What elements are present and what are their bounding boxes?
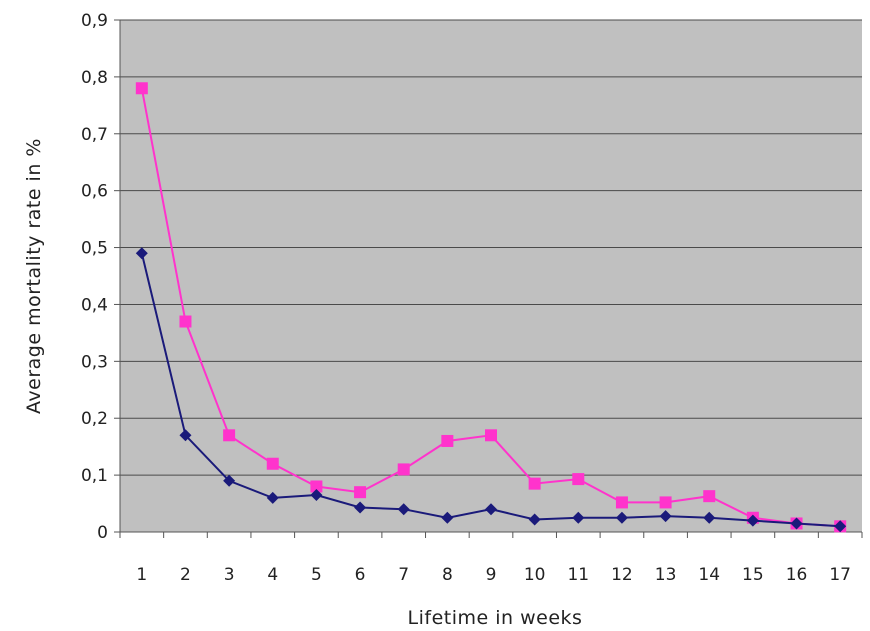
- data-point: [528, 477, 541, 490]
- data-point: [485, 503, 497, 516]
- x-tick-label: 14: [698, 565, 720, 585]
- axes: [119, 20, 862, 533]
- series-2: [135, 247, 847, 533]
- data-point: [572, 473, 585, 486]
- data-point: [179, 429, 192, 442]
- data-point: [790, 517, 803, 530]
- data-point: [659, 510, 672, 523]
- data-point: [135, 82, 148, 95]
- data-point: [310, 480, 323, 493]
- plot-area: [120, 20, 862, 532]
- data-point: [266, 457, 279, 470]
- x-tick-label: 11: [567, 565, 589, 585]
- data-point: [572, 511, 585, 524]
- x-tick-labels: 1 2 3 4 5 6 7 8 9 10 11 12 13 14 15 16 17: [119, 532, 863, 585]
- x-tick-label: 6: [355, 565, 366, 585]
- x-tick-label: 3: [224, 565, 235, 585]
- y-tick-label: 0,4: [81, 295, 108, 315]
- data-point: [441, 434, 454, 447]
- x-tick-label: 17: [829, 565, 851, 585]
- data-point: [397, 503, 410, 516]
- y-tick-label: 0,5: [81, 239, 108, 259]
- data-point: [441, 511, 454, 524]
- data-series: [135, 82, 847, 533]
- y-tick-label: 0,3: [81, 352, 108, 372]
- data-point: [485, 429, 497, 442]
- x-tick-label: 8: [442, 565, 453, 585]
- y-tick-label: 0,6: [81, 182, 108, 202]
- data-point: [615, 496, 628, 509]
- y-tick-label: 0,8: [81, 68, 108, 88]
- x-tick-label: 7: [398, 565, 409, 585]
- data-point: [354, 501, 367, 514]
- y-tick-label: 0,9: [81, 11, 108, 31]
- data-point: [703, 511, 716, 524]
- data-point: [135, 247, 148, 260]
- data-point: [528, 513, 541, 526]
- data-point: [703, 490, 716, 503]
- data-point: [834, 520, 847, 533]
- data-point: [659, 496, 672, 509]
- x-tick-label: 9: [486, 565, 497, 585]
- data-point: [223, 429, 236, 442]
- x-tick-label: 16: [786, 565, 808, 585]
- x-tick-label: 1: [136, 565, 147, 585]
- y-tick-labels: 0 0,1 0,2 0,3 0,4 0,5 0,6 0,7 0,8 0,9: [81, 11, 120, 543]
- data-point: [310, 489, 323, 502]
- x-tick-label: 12: [611, 565, 633, 585]
- y-tick-label: 0: [97, 523, 108, 543]
- gridlines: [120, 19, 862, 476]
- x-tick-label: 2: [180, 565, 191, 585]
- data-point: [746, 514, 759, 527]
- y-axis-title: Average mortality rate in %: [23, 138, 45, 414]
- x-axis-title: Lifetime in weeks: [408, 607, 583, 629]
- y-tick-label: 0,1: [81, 466, 108, 486]
- data-point: [266, 491, 279, 504]
- x-tick-label: 15: [742, 565, 764, 585]
- x-tick-label: 5: [311, 565, 322, 585]
- data-point: [397, 463, 410, 476]
- y-tick-label: 0,2: [81, 409, 108, 429]
- x-tick-label: 13: [655, 565, 677, 585]
- x-tick-label: 4: [267, 565, 278, 585]
- data-point: [223, 474, 236, 487]
- x-tick-label: 10: [524, 565, 546, 585]
- data-point: [615, 511, 628, 524]
- data-point: [354, 486, 367, 499]
- y-tick-label: 0,7: [81, 125, 108, 145]
- data-point: [179, 315, 192, 328]
